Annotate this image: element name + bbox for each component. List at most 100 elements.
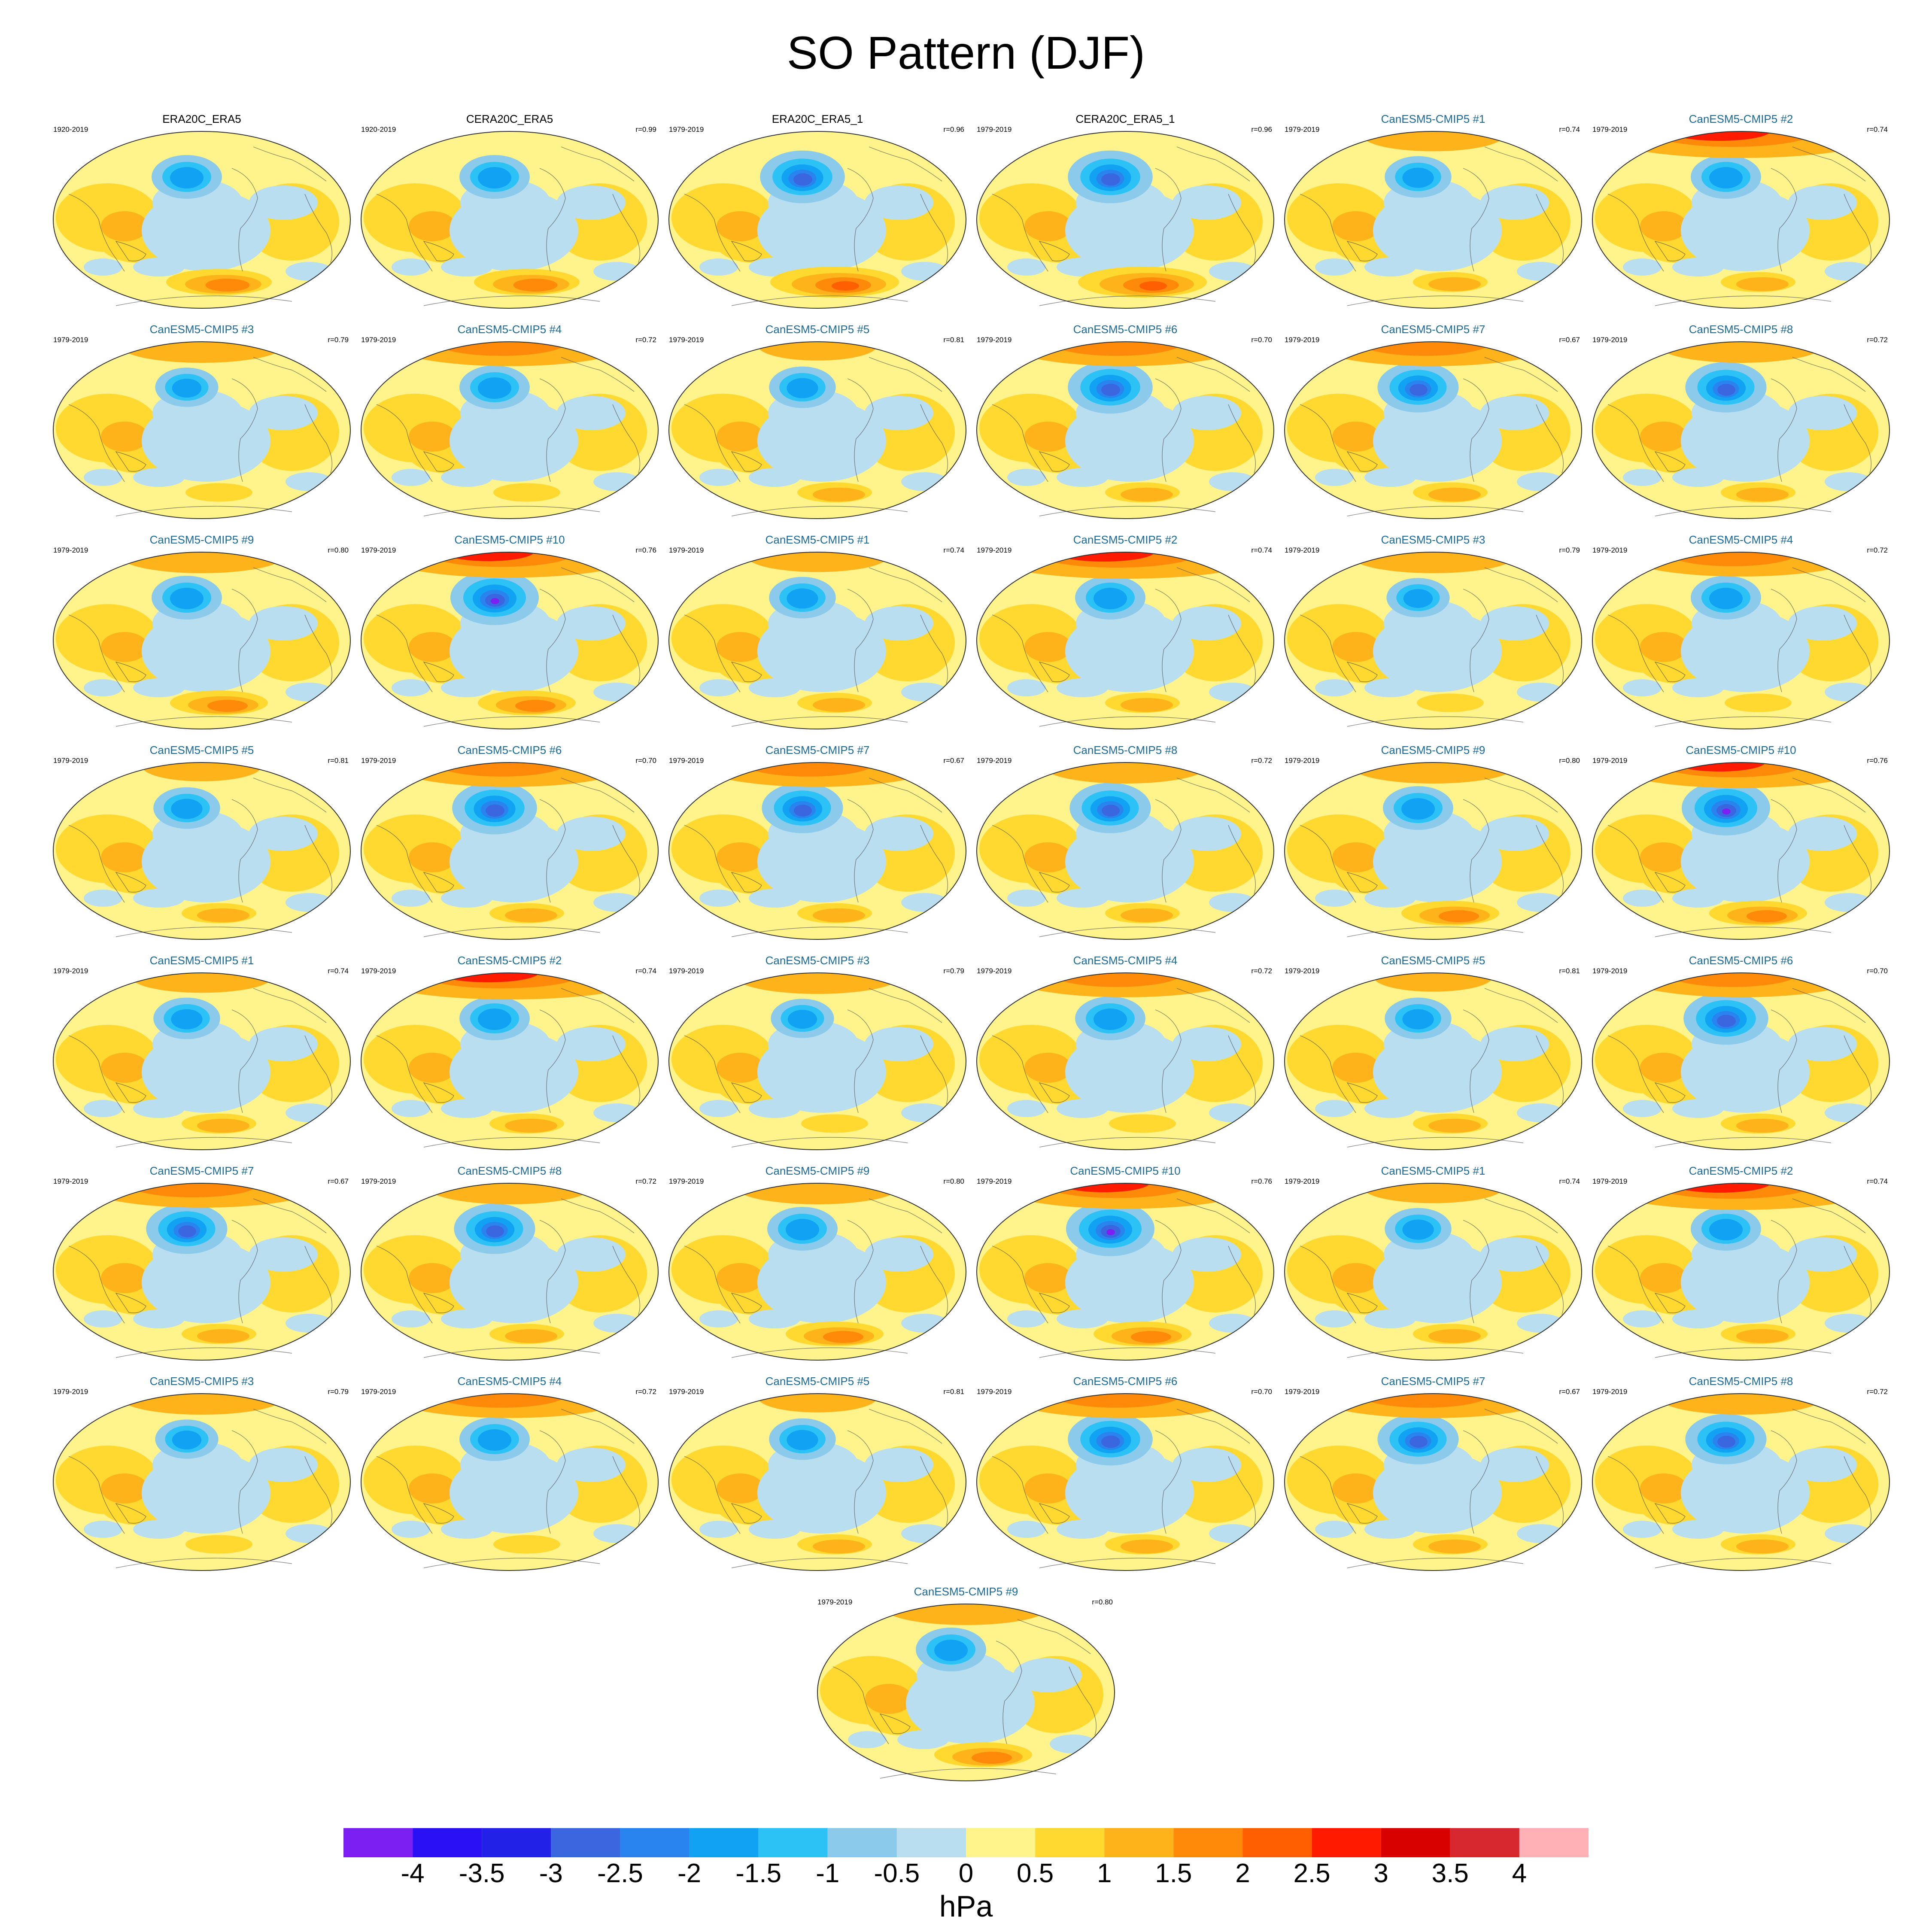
map-svg — [53, 131, 351, 309]
arctic-high-contour-1 — [1374, 973, 1492, 992]
map-panel: CanESM5-CMIP5 #1 1979-2019 r=0.74 — [52, 954, 352, 1160]
arctic-high-contour-1 — [1363, 1183, 1504, 1203]
map-field — [1285, 342, 1582, 519]
colorbar-swatch — [1242, 1828, 1312, 1857]
negative-region-atlantic — [557, 185, 626, 220]
positive-core-west — [1640, 1473, 1687, 1504]
negative-region-south-west — [1057, 889, 1108, 908]
map-svg — [1592, 762, 1890, 940]
negative-region-atlantic — [865, 817, 933, 851]
negative-region-south-west — [1364, 889, 1416, 908]
map-svg — [976, 1393, 1274, 1571]
coastline-antarctica — [1655, 927, 1832, 937]
southern-high-contour-2 — [197, 908, 249, 923]
coastline-americas — [1771, 799, 1797, 903]
coastline-asia-australia — [1300, 1245, 1356, 1324]
negative-region-south-east — [1517, 262, 1564, 281]
negative-region-south-far-west — [392, 469, 430, 486]
negative-region-south-far-west — [699, 1521, 738, 1538]
negative-region-south-west — [441, 1309, 492, 1328]
negative-region-south-east — [286, 1314, 333, 1333]
coastline-asia-australia — [376, 825, 433, 903]
panel-period: 1979-2019 — [361, 336, 396, 344]
panel-period: 1979-2019 — [977, 546, 1012, 554]
negative-region-south-west — [897, 1730, 949, 1749]
southern-high-contour-3 — [205, 279, 250, 292]
low-contour-3 — [1403, 589, 1433, 608]
panel-title: CERA20C_ERA5 — [466, 112, 553, 125]
map-panel: CERA20C_ERA5_1 1979-2019 r=0.96 — [975, 112, 1276, 319]
negative-region-south-west — [1672, 1309, 1724, 1328]
coastline-australia — [1654, 1293, 1686, 1313]
coastline-africa — [920, 1245, 948, 1315]
coastline-africa — [612, 614, 640, 684]
map-svg — [361, 762, 659, 940]
arctic-high-contour-1 — [736, 1183, 899, 1204]
negative-region-atlantic — [557, 396, 626, 430]
panel-title: CanESM5-CMIP5 #1 — [1381, 112, 1485, 125]
negative-region-south-west — [133, 678, 185, 697]
negative-region-south-far-west — [699, 1310, 738, 1327]
panel-correlation: r=0.72 — [1867, 1388, 1888, 1396]
low-contour-5 — [1102, 805, 1120, 817]
map-panel: CanESM5-CMIP5 #7 1979-2019 r=0.67 — [1283, 323, 1583, 529]
colorbar-swatch — [551, 1828, 620, 1857]
map-panel: CanESM5-CMIP5 #7 1979-2019 r=0.67 — [1283, 1375, 1583, 1581]
panel-period: 1979-2019 — [1592, 125, 1628, 134]
coastline-asia-australia — [1607, 1245, 1664, 1324]
map-border — [1284, 972, 1582, 1150]
map-svg — [1592, 552, 1890, 729]
coastline-africa — [920, 1456, 948, 1525]
panel-title: CanESM5-CMIP5 #3 — [149, 1375, 254, 1388]
negative-region-south-west — [749, 1520, 800, 1539]
negative-region-south-far-west — [1315, 1521, 1354, 1538]
panel-title: CanESM5-CMIP5 #10 — [454, 533, 565, 546]
map-panel: CanESM5-CMIP5 #6 1979-2019 r=0.70 — [975, 323, 1276, 529]
map-svg — [53, 762, 351, 940]
negative-region-south-west — [133, 258, 185, 276]
southern-high-contour-1 — [185, 1535, 252, 1554]
coastline-americas — [1155, 799, 1182, 903]
panel-correlation: r=0.81 — [328, 756, 349, 765]
low-contour-3 — [1094, 588, 1127, 609]
map-panel: CERA20C_ERA5 1920-2019 r=0.99 — [359, 112, 660, 319]
panel-period: 1979-2019 — [1592, 336, 1628, 344]
colorbar-tick-label: -4 — [401, 1859, 425, 1888]
panel-correlation: r=0.70 — [1867, 967, 1888, 975]
negative-region-south-east — [1209, 1103, 1256, 1122]
positive-core-west — [101, 842, 148, 872]
low-contour-3 — [787, 378, 818, 398]
coastline-antarctica — [115, 716, 292, 727]
map-svg — [976, 1183, 1274, 1361]
arctic-high-contour-1 — [736, 973, 899, 994]
coastline-americas — [231, 589, 258, 693]
coastline-americas — [1771, 589, 1797, 693]
arctic-high-contour-2 — [744, 762, 874, 777]
negative-region-south-east — [593, 1314, 641, 1333]
negative-region-south-far-west — [699, 1100, 738, 1117]
coastline-australia — [1346, 1293, 1378, 1313]
coastline-africa — [1228, 825, 1256, 894]
panel-title: CanESM5-CMIP5 #8 — [1689, 323, 1793, 336]
low-contour-3 — [1709, 588, 1743, 609]
coastlines — [1607, 1198, 1871, 1358]
panel-correlation: r=0.72 — [1867, 336, 1888, 344]
arctic-high-contour-1 — [1352, 552, 1515, 573]
negative-region-south-east — [901, 893, 948, 912]
map-field — [977, 131, 1274, 308]
negative-region-south-far-west — [1315, 1100, 1354, 1117]
coastline-north — [869, 357, 942, 392]
panel-title: CanESM5-CMIP5 #5 — [765, 323, 870, 336]
positive-core-west — [409, 842, 456, 872]
coastline-antarctica — [1655, 716, 1832, 727]
positive-core-west — [1024, 632, 1072, 662]
panel-period: 1979-2019 — [1285, 546, 1320, 554]
coastline-antarctica — [731, 1137, 908, 1148]
coastline-americas — [231, 1220, 258, 1324]
negative-region-south-far-west — [84, 890, 122, 907]
negative-region-south-far-west — [1007, 1310, 1046, 1327]
panel-period: 1920-2019 — [361, 125, 396, 134]
map-svg — [361, 1183, 659, 1361]
map-panel: ERA20C_ERA5_1 1979-2019 r=0.96 — [667, 112, 968, 319]
coastline-antarctica — [115, 506, 292, 516]
